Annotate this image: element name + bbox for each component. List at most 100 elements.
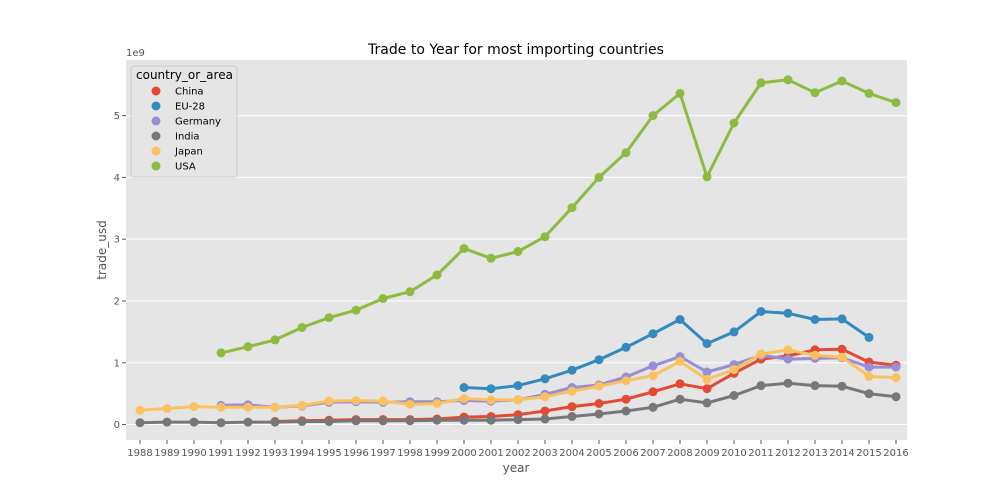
x-tick-label: 1996 [343,448,368,459]
data-point-india [783,378,793,388]
x-axis-label: year [503,461,530,475]
data-point-usa [675,88,685,98]
data-point-china [621,394,631,404]
series-india [135,378,901,428]
x-tick-label: 2013 [802,448,827,459]
data-point-india [594,409,604,419]
data-point-usa [216,348,226,358]
data-point-eu-28 [783,308,793,318]
data-point-india [756,381,766,391]
data-point-germany [648,361,658,371]
x-tick-label: 2012 [775,448,800,459]
data-point-india [486,415,496,425]
legend-item-germany: Germany [151,116,221,128]
data-point-china [540,406,550,416]
data-point-usa [324,313,334,323]
data-point-usa [378,294,388,303]
data-point-usa [513,247,523,256]
data-point-eu-28 [648,329,658,339]
data-point-china [675,379,685,389]
data-point-india [162,417,172,427]
data-point-eu-28 [864,332,874,342]
data-point-eu-28 [702,339,712,349]
x-tick-label: 2009 [694,448,719,459]
data-point-india [459,415,469,425]
y-tick-label: 0 [114,420,120,431]
data-point-japan [891,373,901,383]
legend-items: China EU-28 Germany India Japan USA [151,86,221,173]
data-point-china [594,399,604,408]
legend-marker-usa [151,161,161,171]
data-point-usa [243,342,253,352]
data-point-japan [864,371,874,381]
data-point-usa [594,172,604,182]
data-point-usa [810,88,820,98]
data-point-eu-28 [621,342,631,352]
data-point-usa [486,253,496,263]
x-tick-label: 1991 [208,448,233,459]
data-point-japan [621,376,631,386]
x-tick-label: 2014 [829,448,854,459]
data-point-india [243,417,253,427]
data-point-usa [540,232,550,242]
x-tick-label: 2015 [856,448,881,459]
x-tick-label: 2016 [883,448,908,459]
legend-label-eu-28: EU-28 [175,102,205,113]
data-point-japan [648,371,658,381]
x-axis-ticks: 1988 1989 1990 1991 1992 1993 1994 1995 1996 1997… [127,440,909,459]
data-point-germany [891,362,901,372]
data-point-india [513,415,523,425]
series-layer [135,75,901,428]
legend-item-eu-28: EU-28 [151,101,205,113]
data-point-india [216,418,226,428]
series-line-usa [220,78,897,355]
data-point-eu-28 [459,383,469,392]
data-point-germany [702,367,712,377]
x-tick-label: 1999 [424,448,449,459]
data-point-japan [243,402,253,412]
x-tick-label: 2003 [532,448,557,459]
data-point-india [189,417,199,427]
legend-marker-china [151,86,161,96]
y-tick-label: 5 [114,111,120,122]
data-point-india [891,392,901,402]
x-tick-label: 1990 [181,448,206,459]
y-axis-ticks: 0 1 2 3 4 5 [114,111,126,431]
y-axis-label: trade_usd [95,220,109,279]
x-tick-label: 2006 [613,448,638,459]
data-point-eu-28 [729,327,739,337]
data-point-usa [729,118,739,128]
legend-item-japan: Japan [151,146,203,158]
data-point-usa [756,78,766,88]
data-point-japan [216,402,226,412]
series-usa [216,75,901,358]
x-tick-label: 2002 [505,448,530,459]
data-point-eu-28 [486,384,496,394]
data-point-eu-28 [810,315,820,324]
data-point-eu-28 [837,314,847,324]
x-tick-label: 2004 [559,448,584,459]
x-tick-label: 2001 [478,448,503,459]
x-tick-label: 1997 [370,448,395,459]
x-tick-label: 1998 [397,448,422,459]
data-point-china [648,387,658,397]
data-point-japan [513,395,523,405]
x-tick-label: 1993 [262,448,287,459]
data-point-india [432,415,442,425]
data-point-usa [270,335,280,345]
data-point-india [648,402,658,412]
data-point-india [621,406,631,416]
data-point-india [675,394,685,404]
x-tick-label: 1994 [289,448,314,459]
data-point-usa [837,76,847,86]
legend-marker-japan [151,146,161,156]
legend-marker-eu-28 [151,101,161,111]
data-point-japan [675,357,685,366]
series-japan [135,345,901,415]
data-point-eu-28 [675,315,685,324]
data-point-india [837,381,847,391]
data-point-india [540,414,550,424]
data-point-eu-28 [540,374,550,384]
legend-label-china: China [175,87,204,98]
